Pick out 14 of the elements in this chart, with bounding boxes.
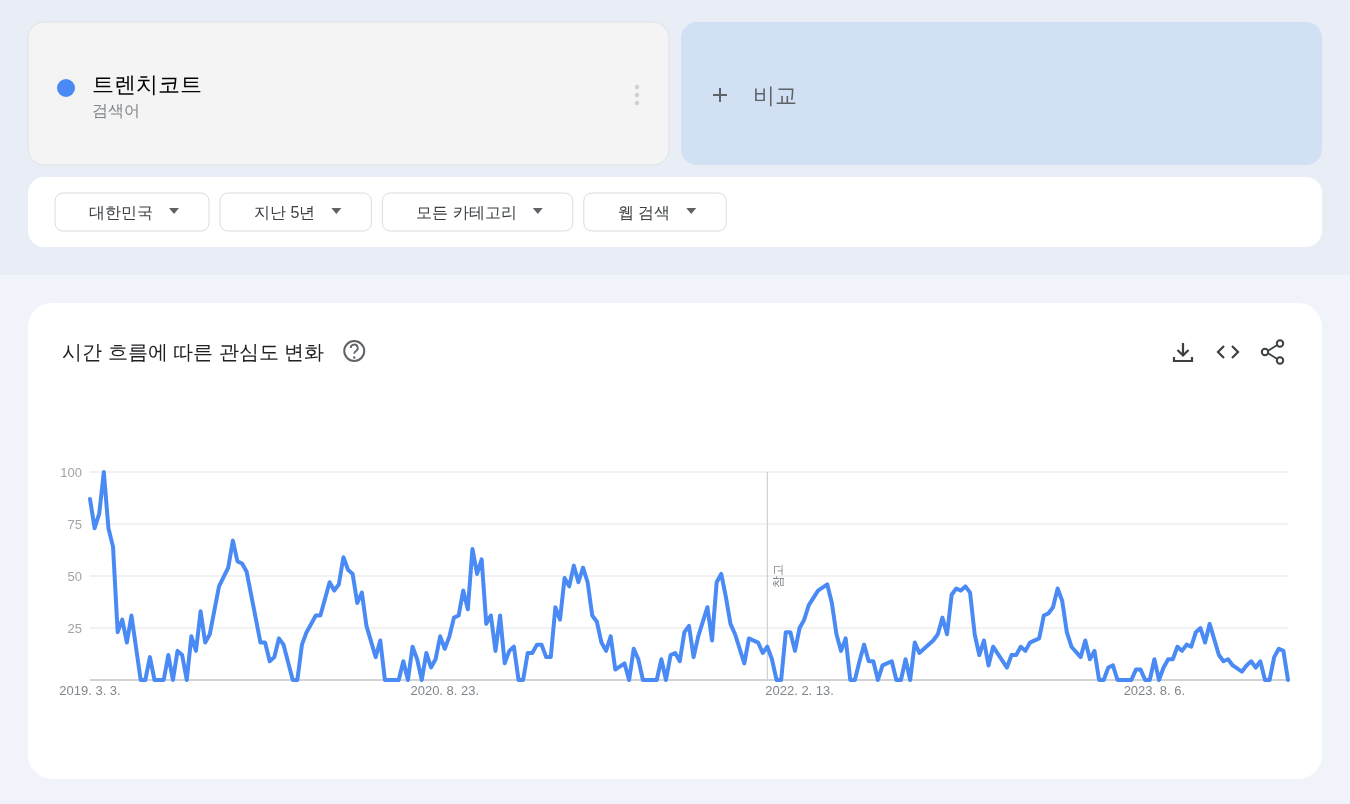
x-tick-label: 2020. 8. 23. [410,683,480,698]
y-tick-label: 75 [67,516,82,532]
ref-line-label: 참고 [771,564,786,588]
text: 검색어 [92,102,140,119]
y-tick-label: 100 [60,464,82,480]
line-series [88,470,1290,682]
x-tick-label: 2023. 8. 6. [1123,683,1186,698]
x-tick-label: 2019. 3. 3. [59,683,121,698]
legend-text: 트렌치코트 [92,72,202,97]
x-tick-label: 2022. 2. 13. [765,683,834,698]
y-tick-label: 50 [67,568,82,584]
chart-title: 시간 흐름에 따른 관심도 변화 [62,341,325,363]
y-tick-label: 25 [67,620,82,636]
text: 비교 [753,83,797,108]
